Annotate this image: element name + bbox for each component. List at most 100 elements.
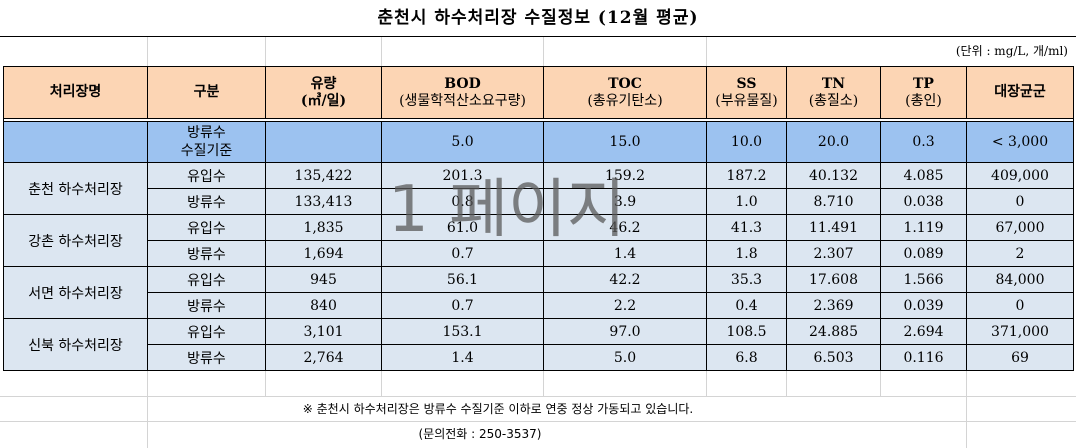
- cell-tp: 0.089: [880, 240, 967, 267]
- cell-coliform: 67,000: [966, 214, 1074, 241]
- grid-line: [966, 370, 967, 448]
- grid-line: [147, 370, 148, 448]
- cell-toc: 1.4: [543, 240, 707, 267]
- cell-bod: 56.1: [381, 266, 544, 293]
- plant-name: 강촌 하수처리장: [3, 214, 148, 267]
- header-tp: TP (총인): [880, 66, 967, 119]
- plant-name: 서면 하수처리장: [3, 266, 148, 319]
- cell-toc: 42.2: [543, 266, 707, 293]
- page-watermark: 1 페이지: [388, 173, 626, 247]
- cell-flow: 135,422: [265, 162, 382, 189]
- cell-tn: 11.491: [786, 214, 881, 241]
- standard-plant-cell: [3, 121, 148, 163]
- cell-bod: 153.1: [381, 318, 544, 345]
- header-category: 구분: [147, 66, 266, 119]
- cell-flow: 133,413: [265, 188, 382, 215]
- row-category: 유입수: [147, 266, 266, 293]
- cell-bod: 1.4: [381, 344, 544, 371]
- cell-tp: 1.119: [880, 214, 967, 241]
- row-category: 유입수: [147, 318, 266, 345]
- cell-toc: 159.2: [543, 162, 707, 189]
- header-tp-main: TP: [913, 75, 934, 92]
- grid-line: [265, 37, 266, 66]
- cell-ss: 35.3: [706, 266, 787, 293]
- standard-flow: [265, 121, 382, 163]
- cell-ss: 108.5: [706, 318, 787, 345]
- header-bod-main: BOD: [444, 75, 481, 92]
- standard-ss: 10.0: [706, 121, 787, 163]
- title-row: 춘천시 하수처리장 수질정보 (12월 평균): [0, 0, 1076, 37]
- page-title: 춘천시 하수처리장 수질정보 (12월 평균): [377, 8, 699, 28]
- cell-tn: 8.710: [786, 188, 881, 215]
- cell-ss: 6.8: [706, 344, 787, 371]
- cell-coliform: 0: [966, 188, 1074, 215]
- grid-line: [706, 370, 707, 396]
- cell-coliform: 84,000: [966, 266, 1074, 293]
- standard-toc: 15.0: [543, 121, 707, 163]
- cell-tn: 6.503: [786, 344, 881, 371]
- cell-flow: 1,694: [265, 240, 382, 267]
- cell-toc: 5.0: [543, 344, 707, 371]
- table-row: 방류수 840 0.7 2.2 0.4 2.369 0.039 0: [4, 292, 1074, 319]
- table-row: 방류수 133,413 0.8 3.9 1.0 8.710 0.038 0: [4, 188, 1074, 215]
- row-category: 유입수: [147, 162, 266, 189]
- cell-toc: 3.9: [543, 188, 707, 215]
- header-flow: 유량 (㎥/일): [265, 66, 382, 119]
- grid-line: [880, 370, 881, 396]
- header-bod-sub: (생물학적산소요구량): [399, 92, 526, 109]
- cell-tp: 4.085: [880, 162, 967, 189]
- cell-coliform: 0: [966, 292, 1074, 319]
- header-tp-sub: (총인): [905, 92, 942, 109]
- cell-tp: 2.694: [880, 318, 967, 345]
- cell-toc: 46.2: [543, 214, 707, 241]
- standard-label-line2: 수질기준: [180, 143, 233, 159]
- grid-line: [706, 37, 707, 66]
- cell-tn: 40.132: [786, 162, 881, 189]
- cell-tn: 24.885: [786, 318, 881, 345]
- cell-ss: 0.4: [706, 292, 787, 319]
- grid-line: [543, 37, 544, 66]
- cell-flow: 1,835: [265, 214, 382, 241]
- table-row: 서면 하수처리장 유입수 945 56.1 42.2 35.3 17.608 1…: [3, 266, 1074, 319]
- header-toc-sub: (총유기탄소): [587, 92, 663, 109]
- grid-line: [381, 370, 382, 396]
- header-tn-main: TN: [821, 75, 846, 92]
- cell-tp: 0.038: [880, 188, 967, 215]
- row-category: 방류수: [147, 344, 266, 371]
- plant-name: 신북 하수처리장: [3, 318, 148, 371]
- header-ss-sub: (부유물질): [715, 92, 778, 109]
- cell-flow: 2,764: [265, 344, 382, 371]
- row-category: 방류수: [147, 188, 266, 215]
- standard-tn: 20.0: [786, 121, 881, 163]
- header-row: 처리장명 구분 유량 (㎥/일) BOD (생물학적산소요구량) TOC (총유기탄소…: [3, 66, 1074, 119]
- unit-row: (단위 : mg/L, 개/ml): [0, 37, 1076, 66]
- standard-coliform: < 3,000: [966, 121, 1074, 163]
- standard-tp: 0.3: [880, 121, 967, 163]
- header-toc: TOC (총유기탄소): [543, 66, 707, 119]
- row-category: 방류수: [147, 240, 266, 267]
- cell-tn: 17.608: [786, 266, 881, 293]
- footer-note: ※ 춘천시 하수처리장은 방류수 수질기준 이하로 연중 정상 가동되고 있습니…: [302, 402, 694, 416]
- cell-tp: 0.116: [880, 344, 967, 371]
- cell-ss: 1.0: [706, 188, 787, 215]
- cell-tn: 2.307: [786, 240, 881, 267]
- header-ss: SS (부유물질): [706, 66, 787, 119]
- header-coliform: 대장균군: [966, 66, 1074, 119]
- cell-bod: 0.7: [381, 292, 544, 319]
- cell-flow: 840: [265, 292, 382, 319]
- table-row: 방류수 1,694 0.7 1.4 1.8 2.307 0.089 2: [4, 240, 1074, 267]
- grid-line: [147, 37, 148, 66]
- cell-ss: 1.8: [706, 240, 787, 267]
- grid-line: [786, 370, 787, 396]
- standard-label-line1: 방류수: [187, 125, 226, 141]
- header-ss-main: SS: [736, 75, 757, 92]
- table-row: 신북 하수처리장 유입수 3,101 153.1 97.0 108.5 24.8…: [3, 318, 1074, 371]
- cell-tn: 2.369: [786, 292, 881, 319]
- grid-line: [265, 370, 266, 396]
- row-category: 방류수: [147, 292, 266, 319]
- cell-ss: 187.2: [706, 162, 787, 189]
- unit-note: (단위 : mg/L, 개/ml): [955, 44, 1068, 58]
- header-flow-unit: (㎥/일): [300, 92, 347, 109]
